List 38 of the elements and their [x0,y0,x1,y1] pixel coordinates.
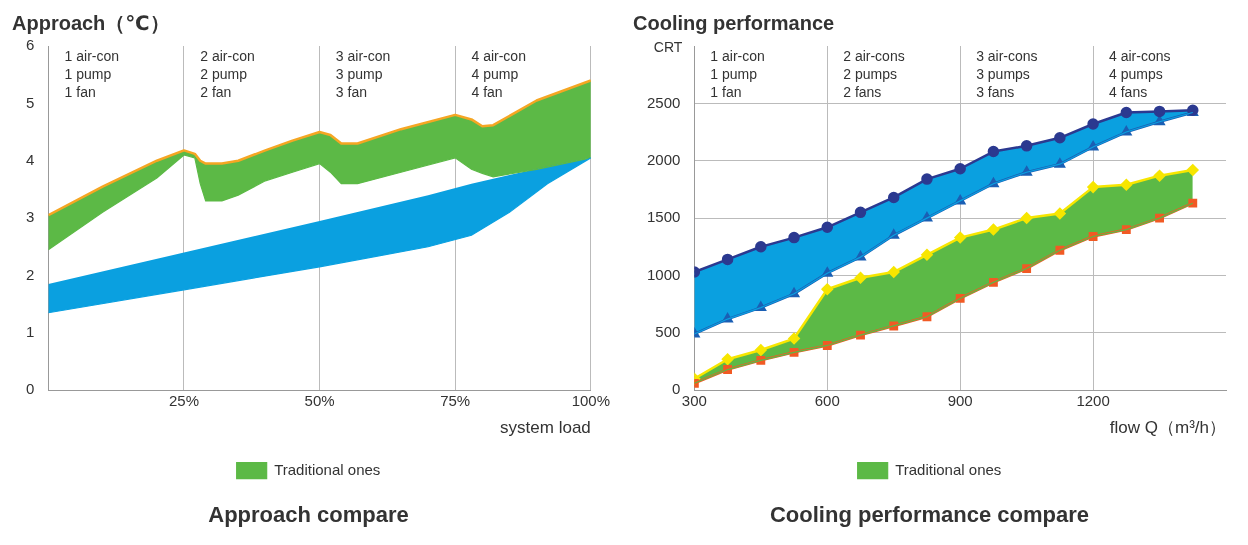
annotation: 4 air-con 4 pump 4 fan [471,47,526,100]
x-tick-label: 600 [814,392,840,410]
x-tick-label: 300 [681,392,707,410]
y-axis-title: CRT [653,38,683,55]
x-tick-label: 900 [947,392,973,410]
chart-title: Cooling performance [633,11,835,34]
annotation: 1 air-con 1 pump 1 fan [64,47,120,100]
y-tick-label: 0 [672,380,681,398]
annotation: 3 air-cons 3 pumps 3 fans [976,47,1038,100]
y-tick-label: 2000 [646,150,681,168]
annotation: 3 air-con 3 pump 3 fan [335,47,391,100]
y-tick-label: 1 [26,322,35,340]
y-tick-label: 3 [26,208,35,226]
legend-label: Traditional ones [274,460,381,478]
x-tick-label: 75% [440,392,471,410]
x-axis-title: flow Q（m³/h） [1109,418,1226,438]
y-tick-label: 6 [26,36,35,54]
x-tick-label: 25% [168,392,199,410]
y-tick-label: 0 [26,380,35,398]
y-tick-label: 5 [26,93,35,111]
annotation: 1 air-con 1 pump 1 fan [710,47,765,100]
y-tick-label: 1000 [646,265,681,283]
legend-label: Traditional ones [895,460,1002,478]
text: Approach compare [208,501,409,527]
chart-title: Approach（℃） [12,11,170,34]
y-tick-label: 1500 [646,208,681,226]
annotation: 4 air-cons 4 pumps 4 fans [1109,47,1171,100]
annotation: 2 air-cons 2 pumps 2 fans [843,47,905,100]
x-tick-label: 100% [571,392,611,410]
y-tick-label: 4 [26,150,35,168]
x-tick-label: 50% [304,392,335,410]
x-tick-label: 1200 [1076,392,1110,410]
annotation: 2 air-con 2 pump 2 fan [200,47,255,100]
y-tick-label: 2500 [646,93,681,111]
y-tick-label: 2 [26,265,35,283]
y-tick-label: 500 [655,322,681,340]
x-axis-title: system load [500,418,591,438]
text: Cooling performance compare [769,501,1090,527]
